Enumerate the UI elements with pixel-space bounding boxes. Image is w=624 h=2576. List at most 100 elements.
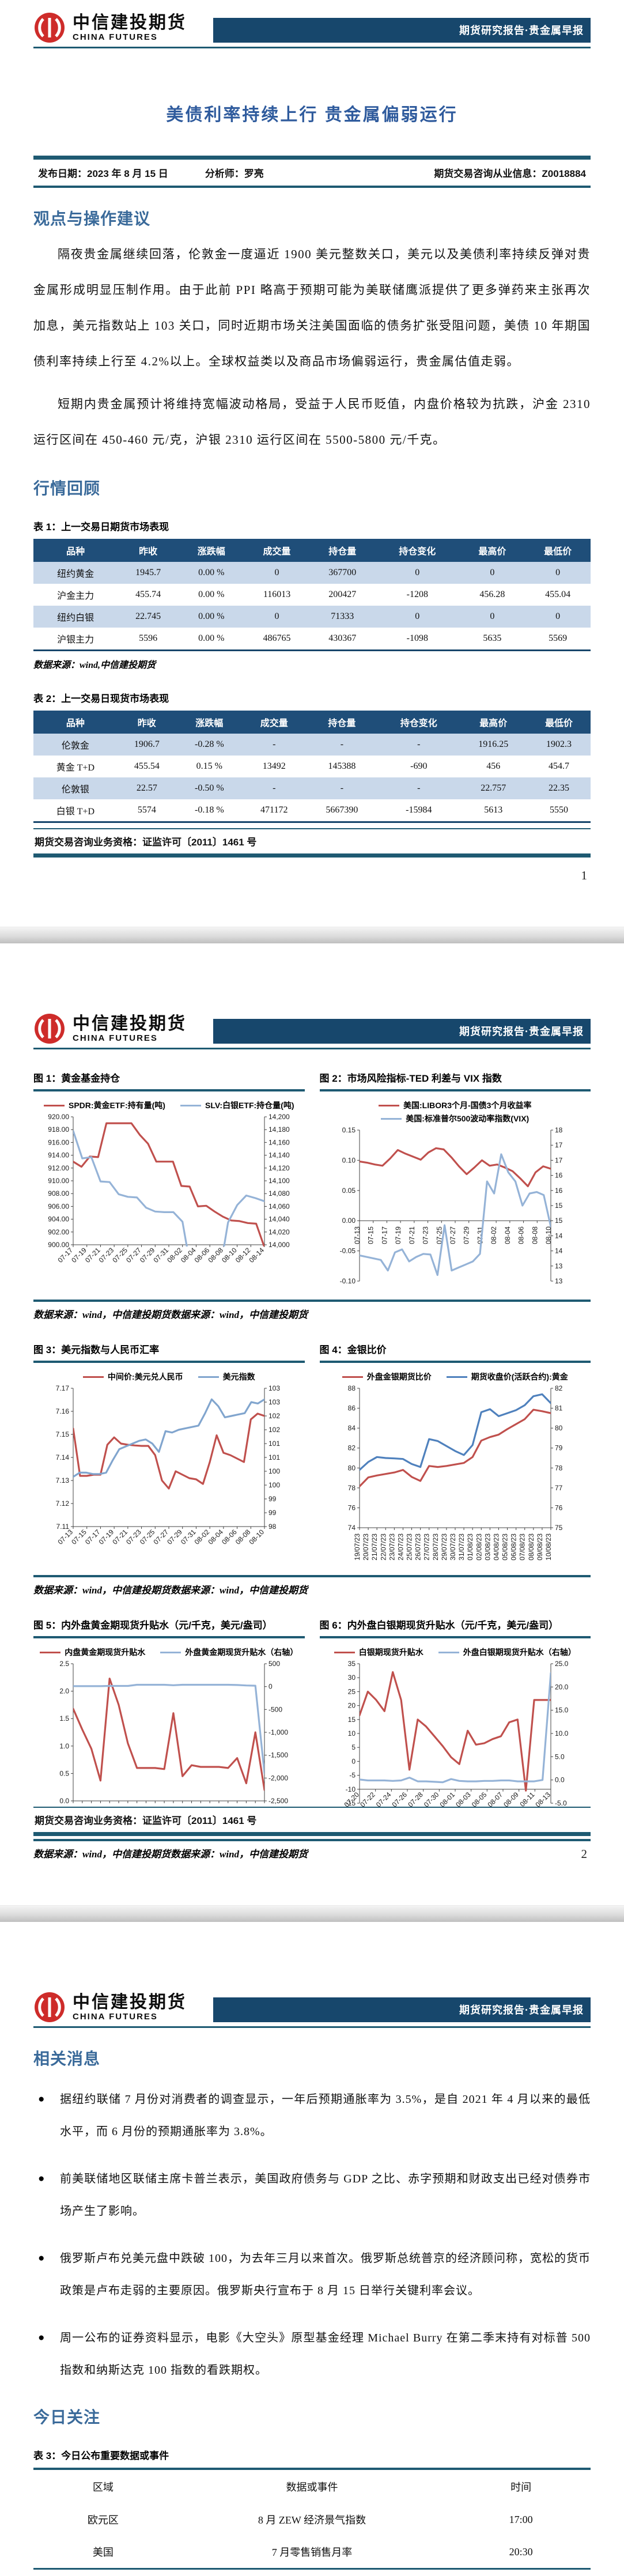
svg-text:5: 5 xyxy=(351,1743,356,1751)
svg-text:7.12: 7.12 xyxy=(56,1499,70,1508)
legend-label: 美国:LIBOR3个月-国债3个月收益率 xyxy=(403,1101,532,1110)
document-header: 中信建投期货 CHINA FUTURES 期货研究报告·贵金属早报 xyxy=(33,1980,591,2023)
svg-text:08-05: 08-05 xyxy=(470,1791,489,1809)
chart-row1-source: 数据来源：wind，中信建投期货数据来源：wind，中信建投期货 xyxy=(33,1300,591,1321)
logo-name-cn: 中信建投期货 xyxy=(73,1014,187,1033)
table-cell: 430367 xyxy=(328,633,357,643)
table-cell: 5550 xyxy=(550,805,569,815)
table-header-row: 品种 昨收 涨跌幅 成交量 持仓量 持仓变化 最高价 最低价 xyxy=(33,711,591,734)
svg-text:7.15: 7.15 xyxy=(56,1430,70,1438)
svg-text:07-29: 07-29 xyxy=(165,1528,184,1546)
svg-text:20.0: 20.0 xyxy=(555,1683,569,1691)
svg-text:14,080: 14,080 xyxy=(268,1189,290,1198)
column-header: 最低价 xyxy=(525,539,591,562)
table-cell: 5596 xyxy=(139,633,158,643)
table-cell: 5574 xyxy=(137,805,156,815)
table-cell: 20:30 xyxy=(509,2545,533,2558)
analyst-name: 分析师：罗亮 xyxy=(205,168,264,179)
svg-text:07-22: 07-22 xyxy=(358,1791,377,1809)
table-cell: 黄金 T+D xyxy=(56,763,95,773)
table-cell: 1945.7 xyxy=(135,568,161,577)
svg-text:910.00: 910.00 xyxy=(48,1177,70,1185)
table-cell: - xyxy=(273,783,276,793)
table-cell: 22.745 xyxy=(135,611,161,621)
table-cell: 367700 xyxy=(328,568,357,577)
legend-label: 白银期现货升贴水 xyxy=(358,1648,423,1657)
table-cell: 145388 xyxy=(328,761,356,771)
company-logo: 中信建投期货 CHINA FUTURES xyxy=(33,1991,187,2023)
svg-text:914.00: 914.00 xyxy=(48,1151,70,1159)
svg-text:30/07/23: 30/07/23 xyxy=(449,1533,457,1561)
svg-text:-5: -5 xyxy=(349,1772,356,1780)
svg-text:14,040: 14,040 xyxy=(268,1215,290,1223)
table-cell: 0 xyxy=(490,568,495,577)
figure-legend: SPDR:黄金ETF:持有量(吨) SLV:白银ETF:持仓量(吨) xyxy=(33,1100,305,1111)
figure-ted-vix: 图 2：市场风险指标-TED 利差与 VIX 指数 美国:LIBOR3个月-国债… xyxy=(319,1070,591,1297)
svg-text:101: 101 xyxy=(268,1453,280,1461)
svg-text:07-31: 07-31 xyxy=(152,1246,171,1264)
svg-text:16: 16 xyxy=(555,1172,563,1180)
report-banner: 期货研究报告·贵金属早报 xyxy=(213,18,591,43)
table-cell: 0.00 % xyxy=(198,568,225,577)
svg-text:14,160: 14,160 xyxy=(268,1138,290,1146)
svg-text:88: 88 xyxy=(347,1384,356,1392)
table-cell: - xyxy=(340,783,344,793)
table-cell: 454.7 xyxy=(549,761,570,771)
figure-title: 图 6：内外盘白银期现货升贴水（元/千克，美元/盎司） xyxy=(319,1617,591,1638)
svg-text:78: 78 xyxy=(347,1484,356,1492)
legend-item: 中间价:美元兑人民币 xyxy=(82,1371,183,1383)
table-row: 白银 T+D 5574 -0.18 % 471172 5667390 -1598… xyxy=(33,799,591,822)
report-banner: 期货研究报告·贵金属早报 xyxy=(213,1019,591,1044)
table-cell: -0.50 % xyxy=(194,783,224,793)
table-cell: 71333 xyxy=(331,611,354,621)
svg-text:7.14: 7.14 xyxy=(56,1453,70,1461)
svg-text:10: 10 xyxy=(347,1729,356,1738)
table-cell: 22.757 xyxy=(481,783,506,793)
table-row: 美国 7 月零售销售月率 20:30 xyxy=(33,2536,591,2569)
svg-text:0: 0 xyxy=(268,1683,273,1691)
svg-text:86: 86 xyxy=(347,1404,356,1412)
svg-text:14: 14 xyxy=(555,1247,563,1255)
legend-item: SPDR:黄金ETF:持有量(吨) xyxy=(43,1100,165,1111)
legend-item: 外盘金银期货比价 xyxy=(342,1371,432,1383)
svg-text:81: 81 xyxy=(555,1404,563,1412)
table-cell: 1916.25 xyxy=(478,739,509,749)
svg-text:21/07/23: 21/07/23 xyxy=(370,1533,379,1561)
legend-swatch-red xyxy=(342,1376,363,1378)
svg-text:07-19: 07-19 xyxy=(394,1226,402,1244)
svg-text:07-19: 07-19 xyxy=(70,1246,88,1264)
svg-text:18: 18 xyxy=(555,1126,563,1134)
svg-text:10/08/23: 10/08/23 xyxy=(544,1533,553,1561)
svg-text:14,120: 14,120 xyxy=(268,1164,290,1172)
table-cell: -15984 xyxy=(406,805,432,815)
table2-caption: 表 2：上一交易日现货市场表现 xyxy=(33,693,169,704)
figure-dollar-cny: 图 3：美元指数与人民币汇率 中间价:美元兑人民币 美元指数 7.17 7.16 7… xyxy=(33,1342,305,1573)
svg-text:08-02: 08-02 xyxy=(490,1226,498,1244)
license-info: 期货交易咨询从业信息：Z0018884 xyxy=(434,168,586,179)
figure-title: 图 2：市场风险指标-TED 利差与 VIX 指数 xyxy=(319,1070,591,1091)
svg-text:07-25: 07-25 xyxy=(138,1528,157,1546)
svg-text:-5.0: -5.0 xyxy=(555,1799,567,1807)
table-cell: 纽约白银 xyxy=(57,613,94,623)
svg-text:-2,000: -2,000 xyxy=(268,1774,288,1782)
svg-text:-2,500: -2,500 xyxy=(268,1797,288,1805)
table-row: 伦敦金 1906.7 -0.28 % - - - 1916.25 1902.3 xyxy=(33,734,591,756)
table-cell: 纽约黄金 xyxy=(57,569,94,579)
svg-text:07-21: 07-21 xyxy=(408,1226,416,1244)
table-cell: -0.28 % xyxy=(194,739,224,749)
svg-text:20: 20 xyxy=(347,1702,356,1710)
svg-text:07-27: 07-27 xyxy=(152,1528,171,1546)
svg-text:0: 0 xyxy=(351,1757,356,1765)
table-cell: 0 xyxy=(555,611,561,621)
svg-text:74: 74 xyxy=(347,1524,356,1532)
svg-text:20/07/23: 20/07/23 xyxy=(362,1533,370,1561)
legend-label: 期货收盘价(活跃合约):黄金 xyxy=(471,1372,568,1381)
svg-text:14,000: 14,000 xyxy=(268,1241,290,1249)
column-header: 涨跌幅 xyxy=(176,711,243,734)
figure-gold-basis: 图 5：内外盘黄金期现货升贴水（元/千克，美元/盎司） 内盘黄金期现货升贴水 外… xyxy=(33,1617,305,1837)
page1-footer: 期货交易咨询业务资格：证监许可〔2011〕1461 号 xyxy=(33,828,591,858)
table-cell: 1906.7 xyxy=(134,739,160,749)
svg-text:100: 100 xyxy=(268,1481,280,1489)
legend-label: SLV:白银ETF:持仓量(吨) xyxy=(205,1101,294,1110)
legend-label: 美国:标准普尔500波动率指数(VIX) xyxy=(406,1114,530,1123)
